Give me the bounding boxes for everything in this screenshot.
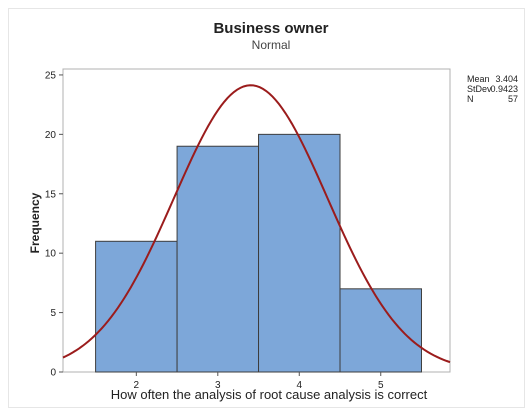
chart-frame: Business owner Normal Frequency How ofte… — [8, 8, 525, 408]
y-tick-label: 0 — [50, 368, 56, 379]
normal-fit-curve — [62, 84, 451, 364]
x-tick-label: 2 — [134, 380, 140, 391]
y-tick-label: 5 — [50, 308, 56, 319]
stat-label: StDev — [467, 84, 492, 94]
histogram-bar-5 — [339, 288, 422, 373]
y-tick-label: 25 — [45, 70, 57, 81]
bars-group — [95, 133, 422, 373]
histogram-chart: Business owner Normal Frequency How ofte… — [28, 20, 518, 402]
x-tick-label: 4 — [296, 380, 302, 391]
x-axis-label: How often the analysis of root cause ana… — [111, 387, 428, 402]
y-tick-label: 15 — [45, 189, 57, 200]
histogram-bar-3 — [176, 145, 260, 373]
chart-subtitle: Normal — [252, 38, 291, 52]
stat-value: 3.404 — [495, 74, 518, 84]
x-tick-label: 5 — [378, 380, 384, 391]
y-tick-label: 20 — [45, 130, 57, 141]
stat-label: Mean — [467, 74, 490, 84]
stat-value: 0.9423 — [490, 84, 518, 94]
histogram-bar-4 — [258, 133, 341, 373]
y-axis-label: Frequency — [28, 192, 42, 253]
histogram-bar-2 — [95, 240, 178, 373]
stat-label: N — [467, 94, 474, 104]
ticks-group: 0 5 10 15 20 25 2 3 4 5 — [45, 70, 384, 391]
y-tick-label: 10 — [45, 249, 57, 260]
chart-title: Business owner — [213, 20, 328, 37]
x-tick-label: 3 — [215, 380, 221, 391]
stat-value: 57 — [508, 94, 518, 104]
